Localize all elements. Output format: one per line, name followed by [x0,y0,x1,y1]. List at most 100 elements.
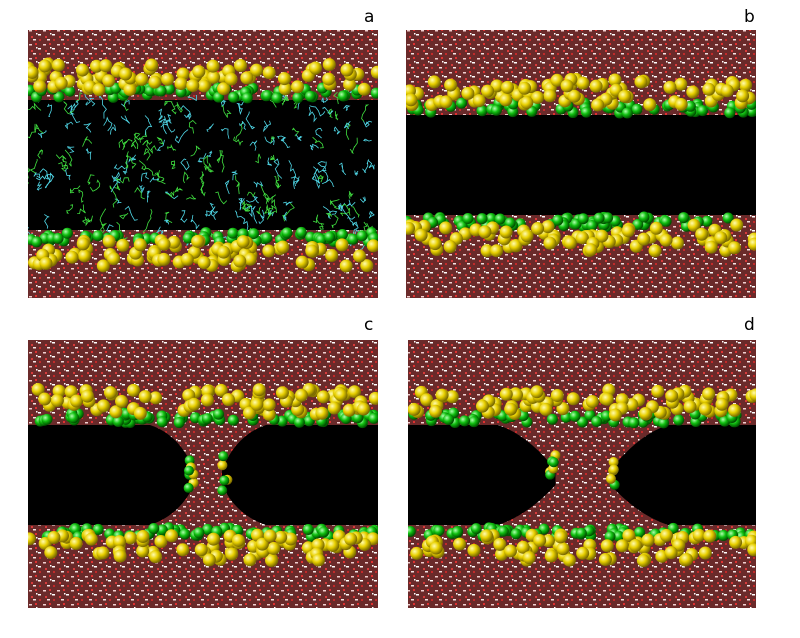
lipid-tail [87,215,93,223]
lipid-tail [44,214,50,229]
headgroup [451,526,463,538]
lipid-tail [206,150,213,157]
headgroup [659,233,673,247]
headgroup [224,72,238,86]
headgroup [33,79,47,93]
lipid-tail [89,179,101,192]
lipid-tail [114,182,121,191]
lipid-tail [89,97,96,107]
headgroup [295,255,309,269]
lipid-tail [121,99,130,108]
headgroup [543,89,557,103]
water-pore [498,425,668,525]
panel-label: c [364,315,373,335]
lipid-tail [64,121,74,130]
lipid-tail [128,154,137,163]
headgroup [133,238,147,252]
lipid-tail [87,174,95,185]
lipid-tail [77,204,86,214]
headgroup [591,415,603,427]
lipid-tail [200,173,206,197]
lipid-tail [321,95,329,104]
headgroup [591,98,605,112]
headgroup [602,212,614,224]
headgroup [665,389,679,403]
lipid-tail [236,102,243,116]
headgroup [585,395,599,409]
headgroup [50,393,64,407]
headgroup [103,386,117,400]
lipid-tail [180,158,190,171]
headgroup [366,239,378,253]
lipid-tail [125,151,137,170]
headgroup [406,221,416,235]
headgroup [179,528,191,540]
headgroup [96,259,110,273]
lipid-tail [253,181,264,188]
headgroup [135,72,149,86]
lipid-tail [282,201,293,206]
headgroup [637,232,651,246]
headgroup [51,58,65,72]
headgroup [550,388,564,402]
headgroup [193,527,205,539]
panel [408,340,756,608]
headgroup [44,546,58,560]
headgroup [343,77,357,91]
headgroup [194,543,208,557]
headgroup [327,401,341,415]
headgroup [334,388,348,402]
headgroup [41,413,53,425]
headgroup [39,256,53,270]
headgroup [629,539,643,553]
headgroup [499,93,513,107]
lipid-tail [346,199,356,207]
headgroup [233,254,247,268]
headgroup [318,526,330,538]
headgroup [219,475,230,486]
headgroup [556,542,570,556]
headgroup [275,386,289,400]
lipid-tail [35,174,47,181]
headgroup [265,554,279,568]
lipid-tail [367,159,375,170]
lipid-tail [368,210,375,219]
headgroup [96,546,110,560]
headgroup [584,243,598,257]
headgroup [541,220,555,234]
headgroup [510,528,522,540]
headgroup [262,407,276,421]
headgroup [522,551,536,565]
headgroup [494,213,506,225]
lipid-tail [242,203,252,212]
lipid-tail [331,215,339,229]
headgroup [480,244,494,258]
headgroup [240,71,254,85]
headgroup [28,532,36,546]
headgroup [433,525,445,537]
lipid-tail [55,154,67,162]
lipid-tail [82,136,93,147]
lipid-tail [109,185,118,208]
headgroup [109,405,123,419]
headgroup [80,389,94,403]
headgroup [291,80,305,94]
headgroup [678,212,690,224]
headgroup [180,252,194,266]
headgroup [539,402,553,416]
headgroup [161,72,175,86]
headgroup [64,85,76,97]
headgroup [248,228,260,240]
lipid-tail [277,135,287,142]
lipid-tail [64,149,73,167]
lipid-tail [120,115,131,124]
headgroup [309,61,323,75]
headgroup [84,532,98,546]
headgroup [154,534,168,548]
lipid-tail [275,175,280,189]
lipid-tail [28,102,42,111]
headgroup [648,244,662,258]
lipid-tail [244,205,253,218]
lipid-tail [156,139,165,151]
lipid-tail [343,105,351,111]
